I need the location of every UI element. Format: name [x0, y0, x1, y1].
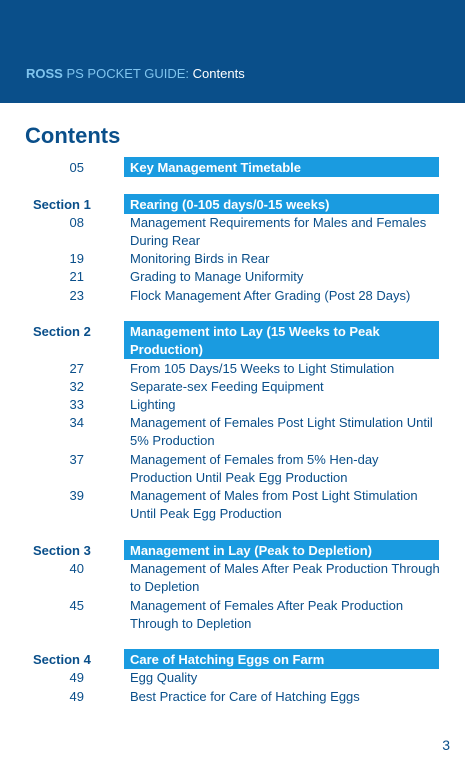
section-1-heading-bar	[124, 194, 439, 214]
toc-page-number: 32	[69, 379, 84, 394]
toc-page-number: 40	[69, 561, 84, 576]
toc-entry-link[interactable]: Flock Management After Grading (Post 28 …	[130, 288, 411, 303]
section-2-heading-bar	[124, 321, 439, 359]
toc-page-number: 33	[69, 397, 84, 412]
page-header: ROSS PS POCKET GUIDE: Contents	[0, 0, 465, 103]
page-number: 3	[442, 737, 450, 753]
section-1-label: Section 1	[33, 197, 91, 212]
toc-entry-link[interactable]: Lighting	[130, 397, 176, 412]
header-section: Contents	[192, 66, 245, 81]
toc-entry-link[interactable]: Separate-sex Feeding Equipment	[130, 379, 324, 394]
toc-entry-link[interactable]: Management of Females from 5% Hen-day Pr…	[130, 452, 379, 486]
section-3-heading-bar	[124, 540, 439, 560]
header-title: ROSS PS POCKET GUIDE: Contents	[26, 66, 245, 81]
header-guide: PS POCKET GUIDE:	[66, 66, 190, 81]
toc-page-number: 49	[69, 689, 84, 704]
toc-entry-link[interactable]: Egg Quality	[130, 670, 198, 685]
toc-entry-link[interactable]: Management of Females After Peak Product…	[130, 598, 404, 632]
intro-page-number: 05	[69, 160, 84, 175]
section-1-heading-link[interactable]: Rearing (0-105 days/0-15 weeks)	[130, 197, 330, 212]
toc-entry-link[interactable]: From 105 Days/15 Weeks to Light Stimulat…	[130, 361, 395, 376]
toc-entry-link[interactable]: Best Practice for Care of Hatching Eggs	[130, 689, 360, 704]
intro-heading-link[interactable]: Key Management Timetable	[130, 160, 301, 175]
intro-heading-bar	[124, 157, 439, 177]
toc-page-number: 49	[69, 670, 84, 685]
toc-entry-link[interactable]: Management of Males from Post Light Stim…	[130, 488, 418, 522]
section-2-label: Section 2	[33, 324, 91, 339]
toc-page-number: 34	[69, 415, 84, 430]
toc-page-number: 21	[69, 269, 84, 284]
section-4-heading-link[interactable]: Care of Hatching Eggs on Farm	[130, 652, 325, 667]
page-title: Contents	[25, 123, 121, 148]
section-3-heading-link[interactable]: Management in Lay (Peak to Depletion)	[130, 543, 372, 558]
toc-entry-link[interactable]: Management of Females Post Light Stimula…	[130, 415, 433, 449]
section-3-label: Section 3	[33, 543, 91, 558]
toc-page-number: 45	[69, 598, 84, 613]
header-brand: ROSS	[26, 66, 63, 81]
toc-page-number: 27	[69, 361, 84, 376]
toc-page-number: 23	[69, 288, 84, 303]
toc-entry-link[interactable]: Monitoring Birds in Rear	[130, 251, 270, 266]
toc-page-number: 39	[69, 488, 84, 503]
toc-page-number: 37	[69, 452, 84, 467]
toc-page-number: 08	[69, 215, 84, 230]
section-4-label: Section 4	[33, 652, 91, 667]
toc-page-number: 19	[69, 251, 84, 266]
toc-entry-link[interactable]: Management of Males After Peak Productio…	[130, 561, 440, 595]
toc-entry-link[interactable]: Management Requirements for Males and Fe…	[130, 215, 427, 249]
section-2-heading-link[interactable]: Management into Lay (15 Weeks to Peak Pr…	[130, 324, 380, 358]
toc-entry-link[interactable]: Grading to Manage Uniformity	[130, 269, 304, 284]
section-4-heading-bar	[124, 649, 439, 669]
